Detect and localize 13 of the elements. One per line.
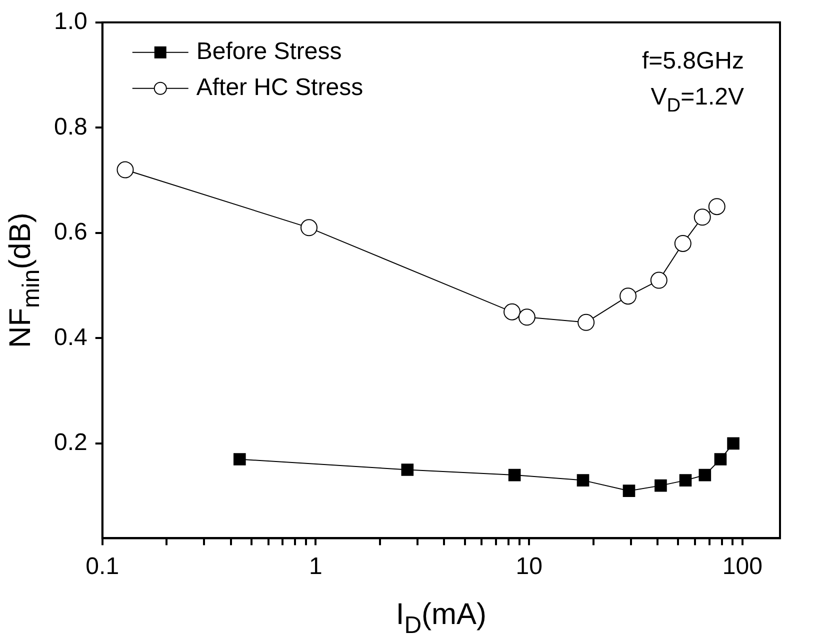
y-tick-label: 0.8 [54, 113, 88, 140]
y-tick-label: 0.2 [54, 429, 88, 456]
x-tick-label: 0.1 [86, 553, 120, 580]
annotation: f=5.8GHz [642, 47, 744, 74]
x-tick-label: 10 [516, 553, 542, 580]
x-tick-label: 1 [309, 553, 322, 580]
legend-label: After HC Stress [196, 74, 364, 102]
y-tick-label: 0.4 [54, 324, 88, 351]
y-axis-title: NFmin(dB) [4, 212, 45, 348]
x-tick-label: 100 [722, 553, 762, 580]
y-tick-label: 0.6 [54, 218, 88, 246]
y-tick-label: 1.0 [54, 8, 88, 36]
legend-label: Before Stress [196, 38, 342, 66]
